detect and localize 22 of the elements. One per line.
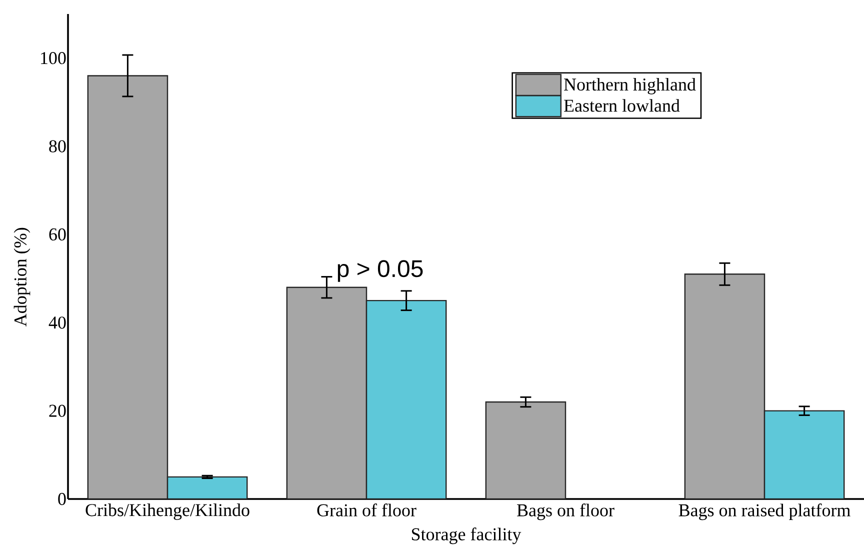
legend-label: Northern highland [564, 78, 696, 94]
y-axis-title: Adoption (%) [14, 228, 30, 326]
x-tick-label: Bags on raised platform [678, 504, 850, 520]
x-tick-label: Cribs/Kihenge/Kilindo [86, 504, 250, 520]
bar [366, 300, 447, 499]
bar [684, 274, 766, 499]
y-tick-label: 80 [49, 140, 66, 152]
annotation: p > 0.05 [338, 260, 423, 282]
bar [87, 75, 168, 499]
y-tick-label: 40 [48, 316, 66, 329]
bar [764, 410, 845, 499]
bar [485, 401, 566, 499]
legend-label: Eastern lowland [564, 99, 680, 112]
y-tick-label: 0 [58, 492, 66, 506]
y-tick-label: 100 [41, 52, 66, 64]
x-tick-label: Bags on floor [517, 504, 614, 520]
bar [166, 476, 248, 499]
bar [286, 286, 368, 499]
y-tick-label: 60 [49, 228, 66, 241]
x-axis-title: Storage facility [412, 528, 522, 544]
x-tick-label: Grain of floor [317, 504, 416, 516]
y-tick-label: 20 [49, 404, 66, 417]
